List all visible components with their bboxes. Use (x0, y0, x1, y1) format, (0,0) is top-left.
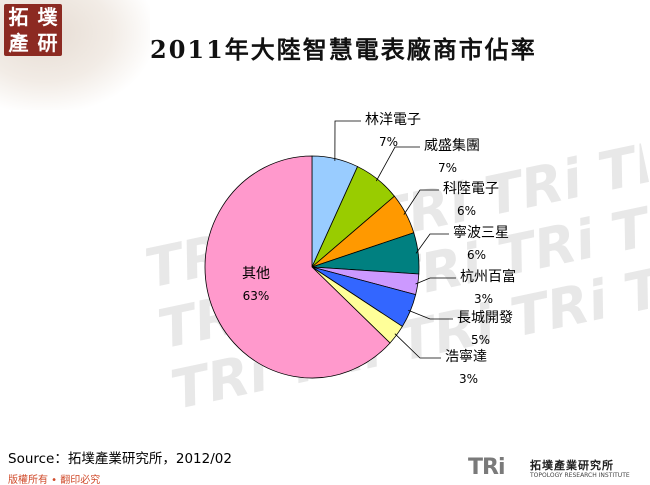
slice-label: 杭州百富 (460, 268, 516, 285)
slice-value-label: 7% (438, 161, 457, 175)
tri-footer-logo: TRi 拓墣產業研究所 TOPOLOGY RESEARCH INSTITUTE (468, 455, 648, 485)
slice-value-label: 3% (474, 292, 493, 306)
leader-line (408, 309, 453, 320)
tri-logo-name: 拓墣產業研究所 (530, 459, 614, 472)
logo-char: 產 (8, 31, 29, 55)
slice-label: 林洋電子 (365, 112, 421, 128)
leader-line (334, 120, 361, 161)
slice-label: 寧波三星 (453, 224, 509, 241)
source-note: Source：拓墣產業研究所，2012/02 (8, 451, 232, 467)
leader-line (415, 277, 456, 285)
slice-label: 長城開發 (457, 310, 513, 326)
leader-line (403, 189, 439, 215)
slice-value-label: 5% (471, 333, 490, 347)
slice-value-label: 3% (459, 372, 478, 386)
tri-logo-text: TRi (468, 455, 505, 480)
leader-line (394, 333, 441, 359)
corner-logo: 拓 墣 產 研 (0, 0, 150, 110)
slice-value-label: 6% (467, 248, 486, 262)
slice-label: 威盛集團 (424, 137, 480, 154)
tri-logo-mark: 拓 墣 產 研 (4, 4, 62, 56)
slice-value-label: 6% (457, 204, 476, 218)
slice-label: 浩寧達 (445, 348, 487, 365)
leader-line (415, 233, 449, 254)
slide-title: 2011年大陸智慧電表廠商市佔率 (150, 35, 537, 64)
logo-char: 拓 (8, 5, 29, 29)
copyright-text: 版權所有 • 翻印必究 (8, 475, 101, 485)
pie-slice (204, 155, 391, 379)
leader-line (375, 146, 420, 182)
logo-char: 研 (37, 31, 58, 55)
slice-label: 科陸電子 (443, 181, 499, 197)
slice-value-label: 7% (379, 135, 398, 149)
tri-logo-subtitle: TOPOLOGY RESEARCH INSTITUTE (530, 472, 630, 479)
logo-char: 墣 (37, 5, 58, 29)
slice-value-label: 63% (243, 289, 270, 303)
slice-label: 其他 (242, 266, 270, 282)
